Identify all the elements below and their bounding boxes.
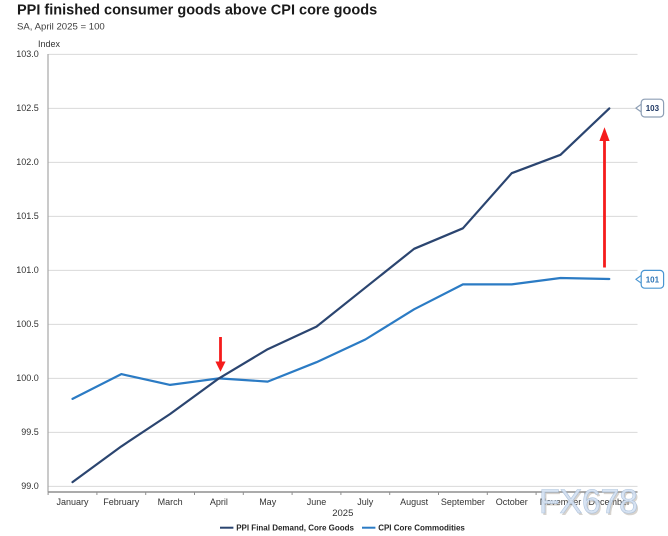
svg-text:May: May [259,497,277,507]
svg-text:103: 103 [646,104,660,113]
svg-text:February: February [103,497,140,507]
svg-text:March: March [158,497,183,507]
svg-text:SA, April 2025 = 100: SA, April 2025 = 100 [17,22,105,33]
svg-text:July: July [357,497,374,507]
svg-text:April: April [210,497,228,507]
svg-text:December: December [589,497,631,507]
svg-text:99.0: 99.0 [21,481,39,491]
svg-text:October: October [496,497,528,507]
svg-text:102.5: 102.5 [16,103,39,113]
svg-text:FX678: FX678 [541,485,640,523]
svg-text:November: November [540,497,582,507]
svg-text:September: September [441,497,485,507]
svg-text:June: June [307,497,327,507]
svg-text:103.0: 103.0 [16,49,39,59]
svg-text:101.5: 101.5 [16,211,39,221]
svg-text:Index: Index [38,39,61,49]
svg-text:August: August [400,497,429,507]
svg-text:101: 101 [646,275,660,284]
svg-text:100.0: 100.0 [16,373,39,383]
svg-text:FX678: FX678 [539,483,638,521]
svg-text:102.0: 102.0 [16,157,39,167]
svg-text:CPI Core Commodities: CPI Core Commodities [378,523,465,532]
svg-text:January: January [56,497,89,507]
svg-text:PPI finished consumer goods ab: PPI finished consumer goods above CPI co… [17,3,377,19]
svg-text:PPI Final Demand, Core Goods: PPI Final Demand, Core Goods [236,523,354,532]
svg-text:2025: 2025 [332,508,353,519]
svg-text:99.5: 99.5 [21,427,39,437]
svg-text:100.5: 100.5 [16,319,39,329]
svg-text:101.0: 101.0 [16,265,39,275]
